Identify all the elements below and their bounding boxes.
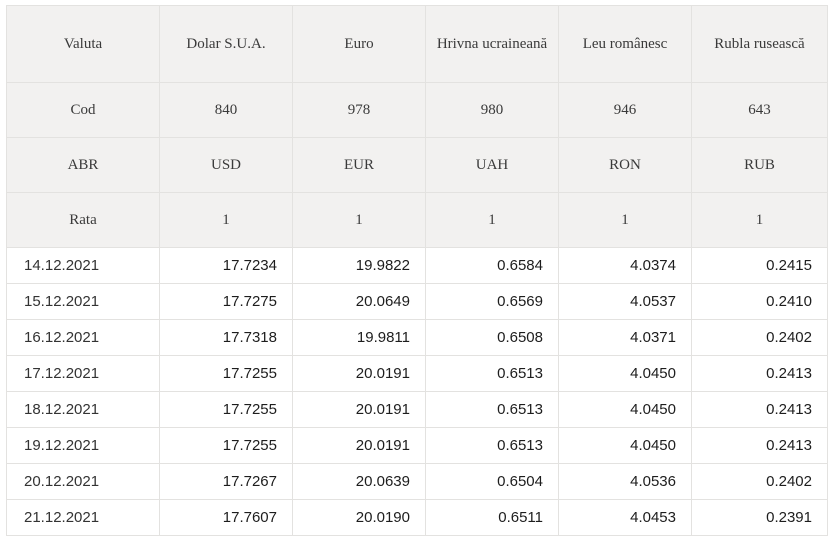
rate-value: 0.6569 (425, 283, 559, 320)
rate-value: 20.0191 (292, 355, 426, 392)
currency-name: Rubla rusească (691, 5, 828, 83)
header-row-rata: Rata 1 1 1 1 1 (6, 192, 828, 248)
rate-date: 14.12.2021 (6, 247, 160, 284)
rate-value: 17.7234 (159, 247, 293, 284)
currency-rata: 1 (159, 192, 293, 248)
rate-value: 0.6504 (425, 463, 559, 500)
rate-value: 0.2415 (691, 247, 828, 284)
rate-value: 17.7255 (159, 355, 293, 392)
rate-value: 17.7267 (159, 463, 293, 500)
rate-value: 0.6513 (425, 427, 559, 464)
rate-value: 20.0639 (292, 463, 426, 500)
rate-value: 4.0374 (558, 247, 692, 284)
table-row: 17.12.2021 17.7255 20.0191 0.6513 4.0450… (6, 355, 828, 392)
rate-value: 17.7275 (159, 283, 293, 320)
rate-value: 0.2410 (691, 283, 828, 320)
rate-value: 20.0190 (292, 499, 426, 536)
table-header: Valuta Dolar S.U.A. Euro Hrivna ucrainea… (6, 5, 828, 248)
header-row-abr: ABR USD EUR UAH RON RUB (6, 137, 828, 193)
table-row: 16.12.2021 17.7318 19.9811 0.6508 4.0371… (6, 319, 828, 356)
rate-value: 19.9811 (292, 319, 426, 356)
header-label-valuta: Valuta (6, 5, 160, 83)
currency-code: 946 (558, 82, 692, 138)
rate-date: 18.12.2021 (6, 391, 160, 428)
rate-value: 0.2402 (691, 463, 828, 500)
currency-abbr: RUB (691, 137, 828, 193)
rate-date: 20.12.2021 (6, 463, 160, 500)
header-label-abr: ABR (6, 137, 160, 193)
rate-date: 19.12.2021 (6, 427, 160, 464)
rate-value: 4.0450 (558, 391, 692, 428)
rate-value: 20.0649 (292, 283, 426, 320)
rate-value: 0.6584 (425, 247, 559, 284)
currency-code: 643 (691, 82, 828, 138)
rate-value: 0.6513 (425, 391, 559, 428)
rate-value: 0.6511 (425, 499, 559, 536)
currency-rata: 1 (691, 192, 828, 248)
header-row-valuta: Valuta Dolar S.U.A. Euro Hrivna ucrainea… (6, 5, 828, 83)
currency-rata: 1 (558, 192, 692, 248)
header-label-cod: Cod (6, 82, 160, 138)
currency-abbr: USD (159, 137, 293, 193)
rate-date: 16.12.2021 (6, 319, 160, 356)
currency-name: Euro (292, 5, 426, 83)
table-row: 18.12.2021 17.7255 20.0191 0.6513 4.0450… (6, 391, 828, 428)
currency-abbr: EUR (292, 137, 426, 193)
rate-value: 17.7255 (159, 391, 293, 428)
rate-value: 20.0191 (292, 427, 426, 464)
rate-value: 0.2391 (691, 499, 828, 536)
rate-value: 0.2413 (691, 355, 828, 392)
rate-value: 17.7318 (159, 319, 293, 356)
rate-value: 17.7255 (159, 427, 293, 464)
table-row: 15.12.2021 17.7275 20.0649 0.6569 4.0537… (6, 283, 828, 320)
table-row: 14.12.2021 17.7234 19.9822 0.6584 4.0374… (6, 247, 828, 284)
rate-value: 0.2413 (691, 391, 828, 428)
currency-name: Dolar S.U.A. (159, 5, 293, 83)
rate-value: 4.0536 (558, 463, 692, 500)
header-label-rata: Rata (6, 192, 160, 248)
exchange-rate-table: Valuta Dolar S.U.A. Euro Hrivna ucrainea… (6, 5, 828, 536)
rate-date: 21.12.2021 (6, 499, 160, 536)
currency-code: 978 (292, 82, 426, 138)
rate-date: 15.12.2021 (6, 283, 160, 320)
rate-value: 4.0450 (558, 355, 692, 392)
currency-rata: 1 (292, 192, 426, 248)
table-row: 20.12.2021 17.7267 20.0639 0.6504 4.0536… (6, 463, 828, 500)
currency-name: Hrivna ucraineană (425, 5, 559, 83)
table-body: 14.12.2021 17.7234 19.9822 0.6584 4.0374… (6, 247, 828, 536)
rate-value: 19.9822 (292, 247, 426, 284)
currency-abbr: UAH (425, 137, 559, 193)
header-row-cod: Cod 840 978 980 946 643 (6, 82, 828, 138)
currency-abbr: RON (558, 137, 692, 193)
rate-value: 0.6513 (425, 355, 559, 392)
rate-value: 0.6508 (425, 319, 559, 356)
rate-value: 0.2402 (691, 319, 828, 356)
rate-value: 20.0191 (292, 391, 426, 428)
table-row: 19.12.2021 17.7255 20.0191 0.6513 4.0450… (6, 427, 828, 464)
rate-value: 0.2413 (691, 427, 828, 464)
currency-name: Leu românesc (558, 5, 692, 83)
rate-value: 4.0537 (558, 283, 692, 320)
rate-value: 4.0450 (558, 427, 692, 464)
currency-code: 840 (159, 82, 293, 138)
rate-date: 17.12.2021 (6, 355, 160, 392)
exchange-rate-table-container: Valuta Dolar S.U.A. Euro Hrivna ucrainea… (6, 5, 828, 536)
rate-value: 17.7607 (159, 499, 293, 536)
currency-rata: 1 (425, 192, 559, 248)
currency-code: 980 (425, 82, 559, 138)
rate-value: 4.0453 (558, 499, 692, 536)
table-row: 21.12.2021 17.7607 20.0190 0.6511 4.0453… (6, 499, 828, 536)
rate-value: 4.0371 (558, 319, 692, 356)
